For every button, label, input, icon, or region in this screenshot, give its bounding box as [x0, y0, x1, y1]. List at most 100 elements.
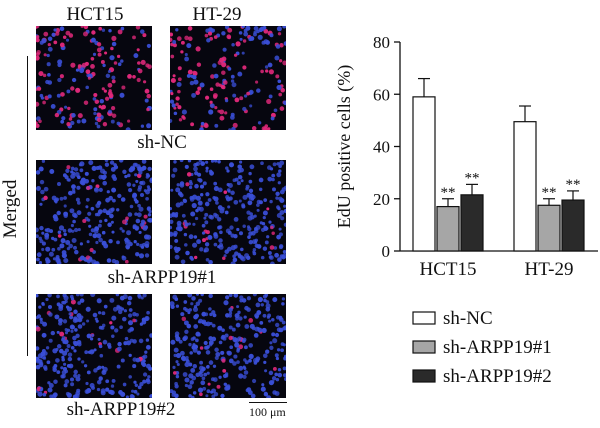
nucleus — [207, 198, 212, 202]
nucleus — [49, 169, 55, 174]
nucleus — [205, 169, 209, 173]
nucleus — [192, 343, 196, 347]
nucleus — [73, 369, 78, 375]
nucleus — [246, 307, 251, 312]
nucleus — [139, 192, 145, 198]
edu-positive-nucleus — [220, 84, 225, 89]
edu-positive-nucleus — [170, 42, 174, 47]
nucleus — [274, 353, 279, 358]
nucleus — [53, 237, 58, 242]
nucleus — [67, 228, 73, 233]
edu-positive-nucleus — [219, 115, 225, 121]
nucleus — [200, 294, 204, 297]
nucleus — [102, 369, 106, 373]
nucleus — [147, 375, 151, 379]
edu-positive-nucleus — [43, 53, 47, 57]
edu-positive-nucleus — [228, 335, 233, 341]
nucleus — [136, 392, 140, 396]
edu-positive-nucleus — [223, 80, 228, 85]
nucleus — [36, 170, 41, 175]
nucleus — [255, 315, 259, 319]
nucleus — [278, 164, 282, 169]
nucleus — [228, 162, 235, 168]
edu-positive-nucleus — [278, 92, 283, 97]
nucleus — [250, 393, 256, 398]
nucleus — [283, 100, 286, 106]
nucleus — [273, 108, 278, 113]
nucleus — [47, 46, 53, 52]
nucleus — [170, 301, 175, 307]
nucleus — [190, 302, 194, 306]
nucleus — [278, 327, 284, 333]
nucleus — [283, 354, 286, 359]
nucleus — [250, 215, 255, 220]
edu-positive-nucleus — [221, 358, 226, 363]
nucleus — [258, 187, 263, 192]
nucleus — [133, 53, 139, 59]
nucleus — [36, 252, 42, 258]
nucleus — [134, 251, 140, 257]
nucleus — [217, 245, 221, 249]
nucleus — [208, 109, 214, 115]
nucleus — [217, 160, 221, 164]
nucleus — [282, 26, 286, 29]
nucleus — [144, 253, 150, 258]
nucleus — [251, 326, 256, 331]
nucleus — [273, 246, 278, 250]
nucleus — [238, 365, 244, 371]
nucleus — [98, 237, 103, 243]
nucleus — [120, 26, 125, 31]
nucleus — [135, 218, 141, 224]
nucleus — [175, 353, 182, 359]
nucleus — [203, 216, 207, 220]
nucleus — [104, 160, 109, 163]
nucleus — [208, 307, 212, 311]
nucleus — [225, 295, 230, 300]
nucleus — [259, 26, 265, 32]
nucleus — [95, 319, 99, 323]
edu-positive-nucleus — [224, 111, 228, 115]
nucleus — [233, 354, 238, 359]
nucleus — [140, 180, 146, 186]
nucleus — [45, 227, 51, 233]
nucleus — [234, 313, 240, 319]
nucleus — [146, 123, 152, 129]
nucleus — [236, 181, 241, 186]
nucleus — [262, 313, 267, 318]
nucleus — [206, 389, 211, 394]
nucleus — [184, 377, 190, 383]
nucleus — [192, 75, 197, 80]
nucleus — [64, 299, 68, 304]
nucleus — [255, 358, 260, 363]
nucleus — [57, 62, 62, 68]
nucleus — [275, 377, 280, 382]
nucleus — [258, 177, 264, 183]
nucleus — [122, 169, 127, 174]
nucleus — [193, 314, 198, 320]
nucleus — [127, 212, 133, 217]
nucleus — [68, 312, 72, 316]
nucleus — [138, 206, 144, 212]
nucleus — [121, 255, 125, 259]
nucleus — [140, 124, 145, 128]
nucleus — [138, 170, 143, 175]
nucleus — [110, 166, 116, 172]
nucleus — [78, 318, 82, 322]
edu-positive-nucleus — [124, 259, 129, 264]
nucleus — [183, 335, 189, 341]
nucleus — [86, 218, 91, 222]
nucleus — [39, 93, 44, 98]
nucleus — [190, 211, 196, 217]
x-tick-label: HCT15 — [420, 259, 477, 280]
nucleus — [146, 345, 151, 350]
nucleus — [98, 376, 103, 381]
nucleus — [201, 231, 206, 235]
edu-positive-nucleus — [199, 346, 204, 350]
edu-positive-nucleus — [213, 94, 218, 99]
nucleus — [243, 315, 247, 319]
nucleus — [104, 162, 110, 167]
nucleus — [263, 298, 267, 303]
nucleus — [140, 360, 145, 365]
nucleus — [67, 178, 71, 182]
nucleus — [146, 206, 151, 211]
